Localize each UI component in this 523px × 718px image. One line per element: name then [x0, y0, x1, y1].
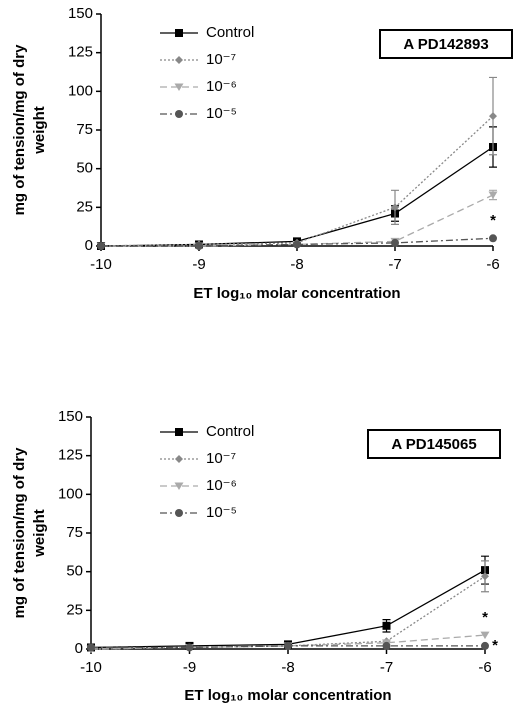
- title-box: [367, 429, 501, 459]
- marker: [489, 112, 497, 121]
- marker: [488, 191, 498, 199]
- legend-label: 10⁻⁵: [206, 105, 237, 122]
- y-tick-label: 25: [66, 601, 83, 618]
- legend-label: Control: [206, 24, 254, 41]
- y-tick-label: 0: [75, 640, 83, 657]
- significance-mark: *: [482, 609, 488, 626]
- significance-mark: *: [490, 212, 496, 229]
- legend-label: 10⁻⁶: [206, 78, 237, 95]
- y-axis-label: mg of tension/mg of dry: [11, 447, 28, 618]
- y-tick-label: 50: [66, 563, 83, 580]
- y-tick-label: 75: [66, 524, 83, 541]
- marker: [284, 641, 292, 650]
- marker: [382, 641, 391, 650]
- x-tick-label: -7: [388, 256, 401, 273]
- y-axis-label: weight: [31, 106, 48, 155]
- legend-label: 10⁻⁵: [206, 504, 237, 521]
- marker: [87, 643, 95, 652]
- x-tick-label: -8: [290, 256, 303, 273]
- marker: [480, 631, 490, 640]
- x-tick-label: -10: [90, 256, 112, 273]
- y-tick-label: 100: [58, 485, 83, 502]
- legend-label: 10⁻⁷: [206, 51, 236, 68]
- marker: [174, 482, 184, 490]
- y-tick-label: 50: [76, 160, 93, 177]
- significance-mark: *: [492, 637, 498, 654]
- y-axis-label: weight: [31, 509, 48, 558]
- marker: [175, 455, 183, 463]
- x-tick-label: -6: [478, 659, 491, 676]
- y-tick-label: 150: [58, 408, 83, 425]
- marker: [391, 203, 399, 212]
- x-tick-label: -7: [380, 659, 393, 676]
- chart-title: A PD142893: [403, 36, 488, 53]
- marker: [489, 234, 497, 243]
- marker: [293, 240, 301, 249]
- marker: [481, 572, 489, 581]
- y-axis-label: mg of tension/mg of dry: [11, 44, 28, 215]
- marker: [481, 641, 489, 650]
- legend-label: 10⁻⁶: [206, 477, 237, 494]
- marker: [195, 242, 203, 250]
- marker: [175, 56, 183, 64]
- legend-label: Control: [206, 423, 254, 440]
- series-line: [100, 146, 494, 247]
- marker: [185, 643, 194, 652]
- title-box: [379, 29, 513, 59]
- y-tick-label: 25: [76, 198, 93, 215]
- y-tick-label: 125: [58, 447, 83, 464]
- x-tick-label: -9: [192, 256, 205, 273]
- marker: [175, 110, 183, 118]
- marker: [175, 509, 183, 517]
- x-tick-label: -8: [281, 659, 294, 676]
- y-tick-label: 0: [85, 237, 93, 254]
- x-tick-label: -6: [486, 256, 499, 273]
- x-axis-label: ET log₁₀ molar concentration: [193, 285, 400, 302]
- y-tick-label: 100: [68, 82, 93, 99]
- x-tick-label: -9: [183, 659, 196, 676]
- marker: [174, 83, 184, 91]
- series-line: [100, 115, 494, 247]
- marker: [382, 621, 391, 630]
- y-tick-label: 75: [76, 121, 93, 138]
- marker: [175, 428, 183, 436]
- y-tick-label: 125: [68, 44, 93, 61]
- legend-label: 10⁻⁷: [206, 450, 236, 467]
- x-tick-label: -10: [80, 659, 102, 676]
- y-tick-label: 150: [68, 5, 93, 22]
- chart-title: A PD145065: [391, 436, 476, 453]
- marker: [175, 29, 183, 37]
- x-axis-label: ET log₁₀ molar concentration: [184, 687, 391, 704]
- series-line: [90, 575, 486, 650]
- marker: [391, 238, 399, 247]
- marker: [97, 242, 105, 250]
- series-line: [90, 569, 486, 649]
- series-line: [101, 194, 494, 247]
